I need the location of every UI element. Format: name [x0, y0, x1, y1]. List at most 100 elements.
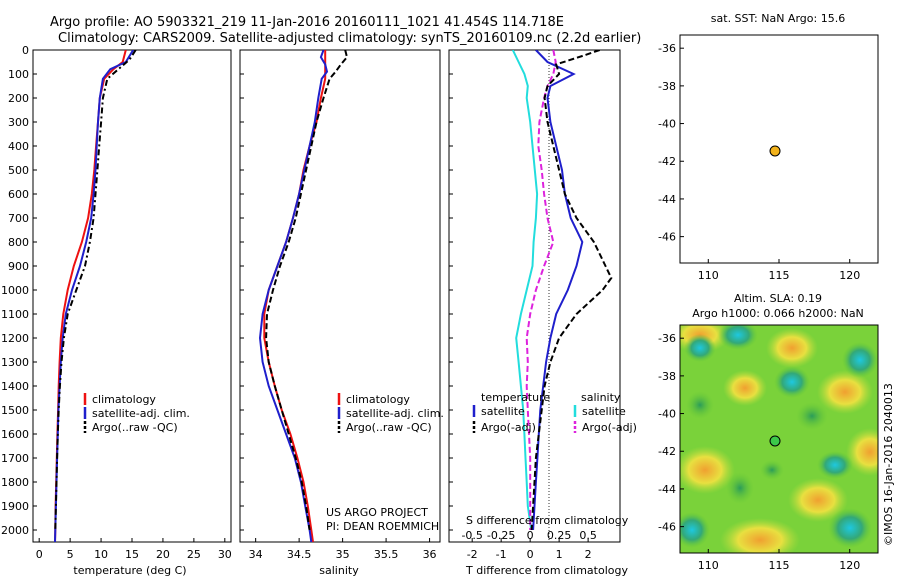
depth-tick-label: 800: [8, 236, 29, 249]
depth-tick-label: 200: [8, 92, 29, 105]
sst-map-title: sat. SST: NaN Argo: 15.6: [711, 12, 845, 25]
legend-label-climatology: climatology: [92, 393, 156, 406]
difference-axes-frame: [448, 49, 621, 543]
salinity-x-tick-label: 34.5: [287, 548, 312, 561]
temperature-difference-argo-line: [530, 50, 613, 531]
difference-t-tick-label: -1: [496, 548, 507, 561]
difference-s-tick-label: 0: [527, 529, 534, 542]
sst-map-x-tick-label: 115: [769, 269, 790, 282]
depth-tick-label: 300: [8, 116, 29, 129]
temperature-x-tick-label: 15: [125, 548, 139, 561]
depth-tick-label: 2000: [1, 524, 29, 537]
legend-label-climatology: climatology: [346, 393, 410, 406]
salinity-argo-line: [265, 50, 349, 531]
depth-tick-label: 1500: [1, 404, 29, 417]
sla-map-y-tick-label: -36: [658, 332, 676, 345]
sst-map-y-tick-label: -46: [658, 231, 676, 244]
figure-title-line2: Climatology: CARS2009. Satellite-adjuste…: [58, 31, 641, 46]
sla-map-title-2: Argo h1000: 0.066 h2000: NaN: [692, 307, 864, 320]
sla-map-x-tick-label: 120: [839, 559, 860, 572]
salinity-x-tick-label: 36: [423, 548, 437, 561]
legend-label-argo: Argo(..raw -QC): [92, 421, 178, 434]
depth-tick-label: 1800: [1, 476, 29, 489]
sla-low: [718, 325, 758, 350]
sst-map-y-tick-label: -36: [658, 42, 676, 55]
salinity-axes-frame: [239, 49, 441, 543]
sla-high: [723, 370, 767, 406]
sla-low: [842, 342, 878, 378]
sst-float-marker: [769, 145, 781, 157]
sla-float-marker: [769, 435, 781, 447]
temperature-x-tick-label: 20: [156, 548, 170, 561]
sst-map-axes: 110 115 120 -36 -38 -40 -42 -44 -46: [658, 42, 860, 282]
difference-s-tick-label: 0.5: [579, 529, 597, 542]
temperature-panel: 0100200300400500600700800900100011001200…: [1, 44, 453, 577]
sst-map-y-tick-label: -44: [658, 193, 676, 206]
legend-label-t-argo: Argo(-adj): [481, 421, 536, 434]
imos-credit: ©IMOS 16-Jan-2016 2040013: [882, 383, 895, 546]
t-difference-label: T difference from climatology: [465, 564, 628, 577]
depth-tick-label: 1900: [1, 500, 29, 513]
depth-tick-label: 1200: [1, 332, 29, 345]
salinity-xlabel: salinity: [319, 564, 359, 577]
temperature-legend: climatology satellite-adj. clim. Argo(..…: [83, 393, 190, 434]
sla-low: [726, 472, 754, 504]
legend-label-s-satellite: satellite: [582, 405, 626, 418]
project-pi: PI: DEAN ROEMMICH: [326, 520, 439, 533]
legend-label-argo: Argo(..raw -QC): [346, 421, 432, 434]
sla-map-x-tick-label: 115: [769, 559, 790, 572]
figure-title-line1: Argo profile: AO 5903321_219 11-Jan-2016…: [50, 15, 564, 30]
salinity-x-tick-label: 35.5: [374, 548, 399, 561]
difference-s-tick-label: -0.25: [487, 529, 515, 542]
legend-heading-salinity: salinity: [581, 391, 621, 404]
sla-map-panel: Altim. SLA: 0.19 Argo h1000: 0.066 h2000…: [658, 292, 895, 572]
sst-map-y-tick-label: -40: [658, 118, 676, 131]
salinity-x-tick-label: 35: [336, 548, 350, 561]
legend-heading-temperature: temperature: [481, 391, 550, 404]
temperature-x-tick-label: 30: [218, 548, 232, 561]
depth-tick-label: 0: [22, 44, 29, 57]
sla-high: [788, 478, 848, 522]
sla-low: [774, 366, 810, 398]
salinity-x-axis: 34 34.5 35 35.5 36: [249, 538, 437, 561]
sla-low: [796, 402, 828, 430]
salinity-legend: climatology satellite-adj. clim. Argo(..…: [337, 393, 444, 434]
depth-tick-label: 500: [8, 164, 29, 177]
sla-low: [760, 460, 784, 480]
depth-tick-label: 900: [8, 260, 29, 273]
temperature-x-tick-label: 0: [36, 548, 43, 561]
sla-high: [846, 428, 878, 476]
sla-map-axes: 110 115 120 -36 -38 -40 -42 -44 -46: [658, 332, 860, 572]
sla-high: [766, 328, 818, 368]
depth-tick-label: 1700: [1, 452, 29, 465]
temperature-xlabel: temperature (deg C): [73, 564, 186, 577]
difference-x-axis: -2 -1 0 1 2 -0.5 -0.25 0 0.25 0.5: [461, 529, 596, 561]
difference-t-tick-label: 2: [585, 548, 592, 561]
depth-tick-label: 1100: [1, 308, 29, 321]
difference-legend: temperature salinity satellite Argo(-adj…: [472, 391, 637, 434]
sla-low: [686, 391, 714, 419]
salinity-difference-argo-line: [525, 50, 557, 530]
temperature-x-tick-label: 25: [187, 548, 201, 561]
sst-map-y-tick-label: -38: [658, 80, 676, 93]
sla-high: [680, 446, 735, 494]
legend-label-satellite: satellite-adj. clim.: [92, 407, 190, 420]
sla-map-y-tick-label: -46: [658, 521, 676, 534]
depth-tick-label: 600: [8, 188, 29, 201]
sst-map-y-tick-label: -42: [658, 155, 676, 168]
difference-s-tick-label: 0.25: [547, 529, 572, 542]
depth-tick-label: 1600: [1, 428, 29, 441]
depth-tick-label: 1300: [1, 356, 29, 369]
difference-lines: [511, 50, 613, 531]
sla-high: [817, 370, 873, 414]
depth-tick-label: 1000: [1, 284, 29, 297]
legend-label-t-satellite: satellite: [481, 405, 525, 418]
depth-axis: 0 100 200 300 400 500 600 700 800 900 1000 1100 1200…: [1, 44, 453, 537]
depth-tick-label: 400: [8, 140, 29, 153]
sst-map-x-tick-label: 110: [698, 269, 719, 282]
temperature-lines: [54, 50, 137, 542]
temperature-x-tick-label: 10: [94, 548, 108, 561]
difference-t-tick-label: -2: [467, 548, 478, 561]
sst-map-panel: sat. SST: NaN Argo: 15.6 110 115 120 -36 -38…: [658, 12, 879, 282]
sla-map-y-tick-label: -40: [658, 408, 676, 421]
